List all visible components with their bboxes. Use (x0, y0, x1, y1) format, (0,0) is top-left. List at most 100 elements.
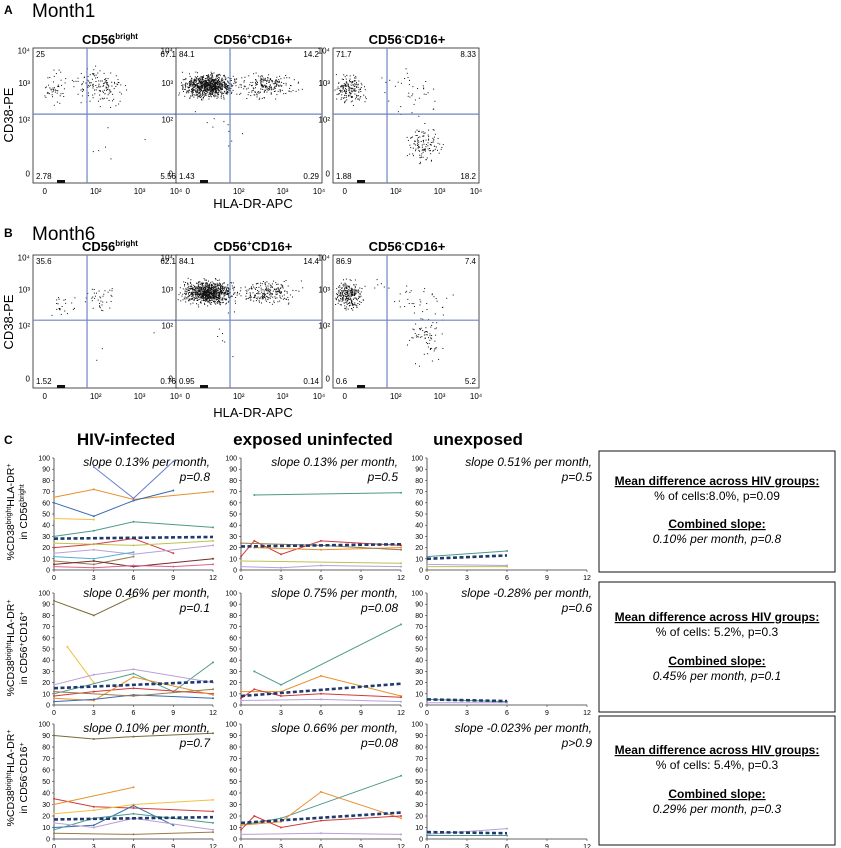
flow-event (344, 289, 346, 291)
flow-event (192, 84, 194, 86)
flow-event (200, 292, 202, 294)
flow-event (442, 314, 444, 316)
flow-event (210, 82, 212, 84)
flow-event (51, 314, 53, 316)
flow-event (194, 290, 196, 292)
flow-event (349, 86, 350, 88)
flow-event (277, 81, 279, 83)
p-text-r3-c2: p=0.08 (360, 736, 398, 750)
flow-event (102, 90, 104, 92)
flow-event (217, 92, 219, 94)
flow-event (60, 79, 62, 81)
flow-event (220, 84, 222, 86)
y-tick-label: 90 (229, 602, 237, 609)
flow-event (264, 293, 266, 295)
flow-event (218, 92, 220, 94)
series-line-s7 (53, 817, 214, 831)
flow-event (58, 308, 60, 309)
flow-event (221, 298, 223, 300)
flow-event (248, 91, 250, 93)
flow-event (104, 79, 106, 80)
flow-event (59, 95, 61, 97)
flow-event (202, 97, 204, 98)
y-tick-label: 0 (233, 837, 237, 844)
flow-event (345, 293, 346, 295)
flow-event (273, 86, 275, 88)
flow-event (213, 89, 215, 90)
flow-event (358, 80, 360, 82)
flow-event (411, 337, 413, 339)
y-tick-label: 100 (38, 591, 50, 598)
flow-event (357, 83, 359, 85)
x-tick-label: 12 (209, 575, 217, 582)
flow-event (200, 87, 202, 89)
flow-event (268, 88, 270, 90)
flow-event (267, 77, 269, 79)
flow-event (438, 152, 440, 154)
flow-event (290, 85, 292, 87)
flow-event (99, 296, 101, 298)
flow-event (344, 89, 345, 91)
flow-event (209, 87, 211, 89)
flow-event (209, 83, 211, 85)
flow-event (354, 286, 356, 288)
flow-event (200, 296, 202, 298)
flow-event (413, 103, 415, 105)
flow-event (211, 94, 213, 95)
flow-event (198, 87, 200, 89)
flow-event (267, 285, 269, 287)
flow-event (347, 299, 349, 301)
flow-event (213, 79, 215, 81)
flow-event (196, 85, 198, 87)
flow-event (278, 85, 280, 87)
flow-event (417, 336, 419, 338)
flow-event (223, 298, 225, 300)
flow-event (204, 82, 206, 84)
flow-event (266, 290, 268, 292)
flow-event (53, 104, 55, 106)
flow-event (209, 96, 211, 98)
flow-event (343, 88, 344, 90)
flow-event (278, 291, 280, 293)
flow-event (219, 81, 221, 83)
flow-event (364, 101, 366, 103)
flow-event (208, 288, 210, 289)
flow-event (196, 94, 198, 96)
flow-event (399, 293, 401, 295)
flow-event (96, 77, 98, 78)
flow-event (353, 88, 355, 90)
series-line-s1 (53, 732, 214, 740)
flow-event (209, 293, 211, 295)
flow-event (279, 75, 281, 77)
flow-event (194, 297, 196, 299)
flow-event (203, 93, 205, 95)
flow-event (191, 291, 193, 293)
series-point-s1 (506, 827, 508, 830)
flow-event (106, 82, 108, 84)
flow-event (261, 291, 263, 293)
flow-event (207, 285, 209, 287)
flow-event (274, 83, 276, 85)
series-point-s8 (53, 690, 55, 693)
flow-event (275, 79, 277, 81)
flow-event (427, 142, 429, 144)
flow-title-b-3: CD56-CD16+ (369, 239, 446, 254)
flow-event (264, 294, 266, 296)
series-point-s9 (212, 557, 214, 560)
flow-event (340, 90, 342, 92)
flow-event (199, 90, 201, 92)
flow-event (210, 81, 212, 83)
flow-event (274, 85, 276, 87)
flow-event (211, 83, 213, 85)
flow-event (265, 85, 267, 87)
flow-event (282, 285, 284, 287)
flow-event (202, 283, 204, 285)
y-tick-label: 100 (411, 722, 423, 729)
flow-event (267, 292, 269, 294)
flow-event (404, 78, 406, 79)
flow-event (185, 88, 186, 90)
flow-event (263, 91, 265, 93)
flow-event (255, 288, 257, 290)
flow-event (339, 89, 341, 91)
